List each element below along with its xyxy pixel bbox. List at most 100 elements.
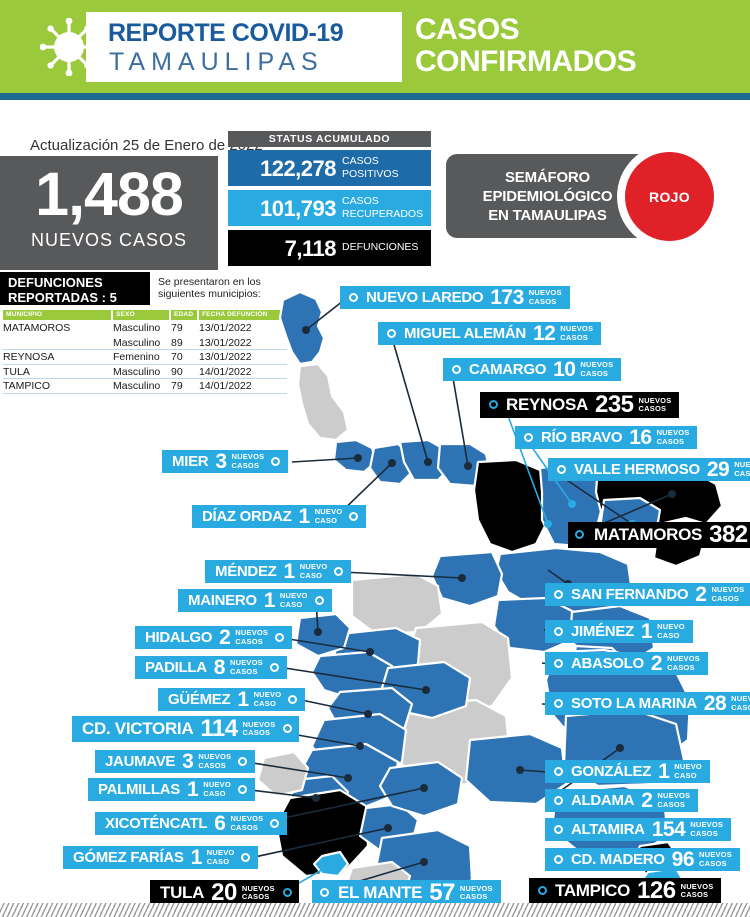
callout-rio-bravo[interactable]: RÍO BRAVO 16 NUEVOS CASOS bbox=[515, 425, 698, 449]
callout-gonzalez[interactable]: GONZÁLEZ 1 NUEVO CASO bbox=[545, 760, 710, 783]
leader-mendez bbox=[341, 571, 463, 579]
map-region-palmillas bbox=[286, 774, 350, 824]
callout-hidalgo[interactable]: HIDALGO 2 NUEVOS CASOS bbox=[135, 626, 293, 649]
callout-unit: NUEVOS CASOS bbox=[528, 288, 562, 306]
callout-dot bbox=[288, 695, 298, 704]
callout-unit-l1: NUEVO bbox=[279, 591, 308, 600]
callout-unit: NUEVOS CASOS bbox=[580, 360, 613, 378]
table-row: REYNOSA Femenino 70 13/01/2022 bbox=[0, 350, 290, 365]
callout-guemez[interactable]: GÜÉMEZ 1 NUEVO CASO bbox=[158, 688, 306, 711]
callout-soto-la-marina[interactable]: SOTO LA MARINA 28 NUEVOS CASOS bbox=[545, 692, 750, 715]
page-title: CASOS CONFIRMADOS bbox=[415, 14, 637, 78]
callout-value: 29 bbox=[706, 457, 730, 481]
last-update-text: Actualización 25 de Enero de 2022 bbox=[30, 137, 263, 154]
callout-mendez[interactable]: MÉNDEZ 1 NUEVO CASO bbox=[205, 560, 352, 583]
callout-camargo[interactable]: CAMARGO 10 NUEVOS CASOS bbox=[443, 358, 622, 381]
callout-unit-l2: CASO bbox=[206, 856, 230, 866]
callout-dot bbox=[387, 329, 396, 338]
callout-unit-l1: NUEVOS bbox=[242, 719, 276, 729]
callout-mainero[interactable]: MAINERO 1 NUEVO CASO bbox=[178, 589, 332, 612]
callout-value: 96 bbox=[671, 847, 695, 871]
callout-name: EL MANTE bbox=[338, 883, 423, 902]
cell-edad: 89 bbox=[171, 336, 183, 349]
callout-nuevo-laredo[interactable]: NUEVO LAREDO 173 NUEVOS CASOS bbox=[340, 286, 570, 309]
callout-san-fernando[interactable]: SAN FERNANDO 2 NUEVOS CASOS bbox=[545, 583, 750, 606]
cell-sexo: Masculino bbox=[113, 365, 161, 378]
map-dot-mier bbox=[354, 454, 362, 462]
callout-value: 57 bbox=[429, 879, 455, 906]
map-region-jaumave bbox=[296, 742, 400, 814]
callout-tula[interactable]: TULA 20 NUEVOS CASOS bbox=[150, 879, 299, 906]
cell-fecha: 13/01/2022 bbox=[199, 336, 252, 349]
callout-unit: NUEVO CASO bbox=[203, 780, 231, 798]
status-label-defunciones: DEFUNCIONES bbox=[342, 241, 419, 253]
map-region-gray-sw bbox=[256, 750, 310, 798]
callout-name: DÍAZ ORDAZ bbox=[202, 508, 292, 525]
callout-altamira[interactable]: ALTAMIRA 154 NUEVOS CASOS bbox=[545, 818, 732, 841]
callout-el-mante[interactable]: EL MANTE 57 NUEVOS CASOS bbox=[312, 879, 501, 906]
callout-name: MATAMOROS bbox=[594, 525, 703, 544]
callout-unit-l2: CASO bbox=[279, 599, 303, 609]
callout-tampico[interactable]: TAMPICO 126 NUEVOS CASOS bbox=[529, 877, 722, 904]
col-header-edad: EDAD bbox=[171, 310, 197, 320]
callout-matamoros[interactable]: MATAMOROS 382 NUEVOS CASOS bbox=[568, 521, 750, 548]
callout-unit-l1: NUEVOS bbox=[638, 395, 672, 405]
callout-unit-l2: CASOS bbox=[528, 296, 557, 306]
callout-unit-l2: CASO bbox=[657, 630, 680, 640]
callout-dot bbox=[538, 886, 547, 895]
callout-name: ALDAMA bbox=[571, 792, 635, 809]
callout-cd-madero[interactable]: CD. MADERO 96 NUEVOS CASOS bbox=[545, 848, 740, 871]
callout-abasolo[interactable]: ABASOLO 2 NUEVOS CASOS bbox=[545, 652, 708, 675]
callout-gomez-farias[interactable]: GÓMEZ FARÍAS 1 NUEVO CASO bbox=[63, 846, 259, 869]
callout-unit-l1: NUEVOS bbox=[241, 883, 275, 893]
map-dot-jaumave bbox=[344, 774, 352, 782]
cell-municipio: MATAMOROS bbox=[3, 322, 71, 334]
callout-name: JAUMAVE bbox=[105, 753, 176, 770]
new-cases-panel: 1,488 NUEVOS CASOS bbox=[0, 156, 218, 270]
callout-name: GÜÉMEZ bbox=[168, 691, 231, 708]
callout-padilla[interactable]: PADILLA 8 NUEVOS CASOS bbox=[135, 656, 287, 679]
callout-reynosa[interactable]: REYNOSA 235 NUEVOS CASOS bbox=[480, 391, 680, 418]
callout-xicotencatl[interactable]: XICOTÉNCATL 6 NUEVOS CASOS bbox=[95, 812, 288, 835]
callout-unit: NUEVOS CASOS bbox=[241, 883, 275, 902]
callout-aldama[interactable]: ALDAMA 2 NUEVOS CASOS bbox=[545, 789, 699, 812]
map-dot-gomez-farias bbox=[384, 824, 392, 832]
callout-cd-victoria[interactable]: CD. VICTORIA 114 NUEVOS CASOS bbox=[72, 715, 300, 742]
callout-value: 28 bbox=[703, 691, 727, 715]
callout-miguel-aleman[interactable]: MIGUEL ALEMÁN 12 NUEVOS CASOS bbox=[378, 322, 602, 345]
callout-value: 3 bbox=[182, 749, 194, 773]
callout-value: 20 bbox=[211, 879, 237, 906]
map-region-gray-central-2 bbox=[402, 620, 514, 716]
callout-value: 173 bbox=[490, 285, 524, 309]
callout-unit-l2: CASOS bbox=[690, 828, 718, 838]
callout-value: 16 bbox=[629, 425, 652, 449]
leader-gonzalez bbox=[519, 769, 549, 773]
leader-camargo bbox=[451, 371, 469, 467]
new-cases-number: 1,488 bbox=[35, 160, 184, 228]
callout-valle-hermoso[interactable]: VALLE HERMOSO 29 NUEVOS CASOS bbox=[548, 458, 750, 481]
callout-mier[interactable]: MIER 3 NUEVOS CASOS bbox=[162, 450, 289, 473]
status-heading: STATUS ACUMULADO bbox=[228, 131, 431, 147]
callout-palmillas[interactable]: PALMILLAS 1 NUEVO CASO bbox=[88, 778, 255, 801]
callout-diaz-ordaz[interactable]: DÍAZ ORDAZ 1 NUEVO CASO bbox=[192, 505, 367, 528]
callout-jimenez[interactable]: JIMÉNEZ 1 NUEVO CASO bbox=[545, 620, 693, 643]
cell-fecha: 14/01/2022 bbox=[199, 365, 252, 378]
callout-name: SOTO LA MARINA bbox=[571, 695, 697, 712]
map-region-diaz-ordaz bbox=[368, 442, 414, 486]
callout-unit-l2: CASOS bbox=[731, 702, 750, 712]
cell-edad: 70 bbox=[171, 351, 183, 363]
callout-dot bbox=[241, 853, 251, 862]
callout-unit: NUEVOS CASOS bbox=[242, 719, 276, 738]
callout-dot bbox=[554, 767, 563, 776]
callout-unit-l1: NUEVOS bbox=[699, 850, 732, 859]
callout-name: GÓMEZ FARÍAS bbox=[73, 849, 184, 866]
callout-unit: NUEVOS CASOS bbox=[667, 654, 700, 672]
map-region-gray-central-1 bbox=[350, 572, 444, 636]
callout-unit-l2: CASOS bbox=[231, 460, 260, 470]
map-dot-palmillas bbox=[312, 794, 320, 802]
callout-dot bbox=[554, 796, 563, 805]
status-value-positivos: 122,278 bbox=[259, 156, 337, 181]
callout-unit-l2: CASOS bbox=[656, 436, 685, 446]
cell-edad: 90 bbox=[171, 365, 183, 378]
callout-jaumave[interactable]: JAUMAVE 3 NUEVOS CASOS bbox=[95, 749, 256, 773]
